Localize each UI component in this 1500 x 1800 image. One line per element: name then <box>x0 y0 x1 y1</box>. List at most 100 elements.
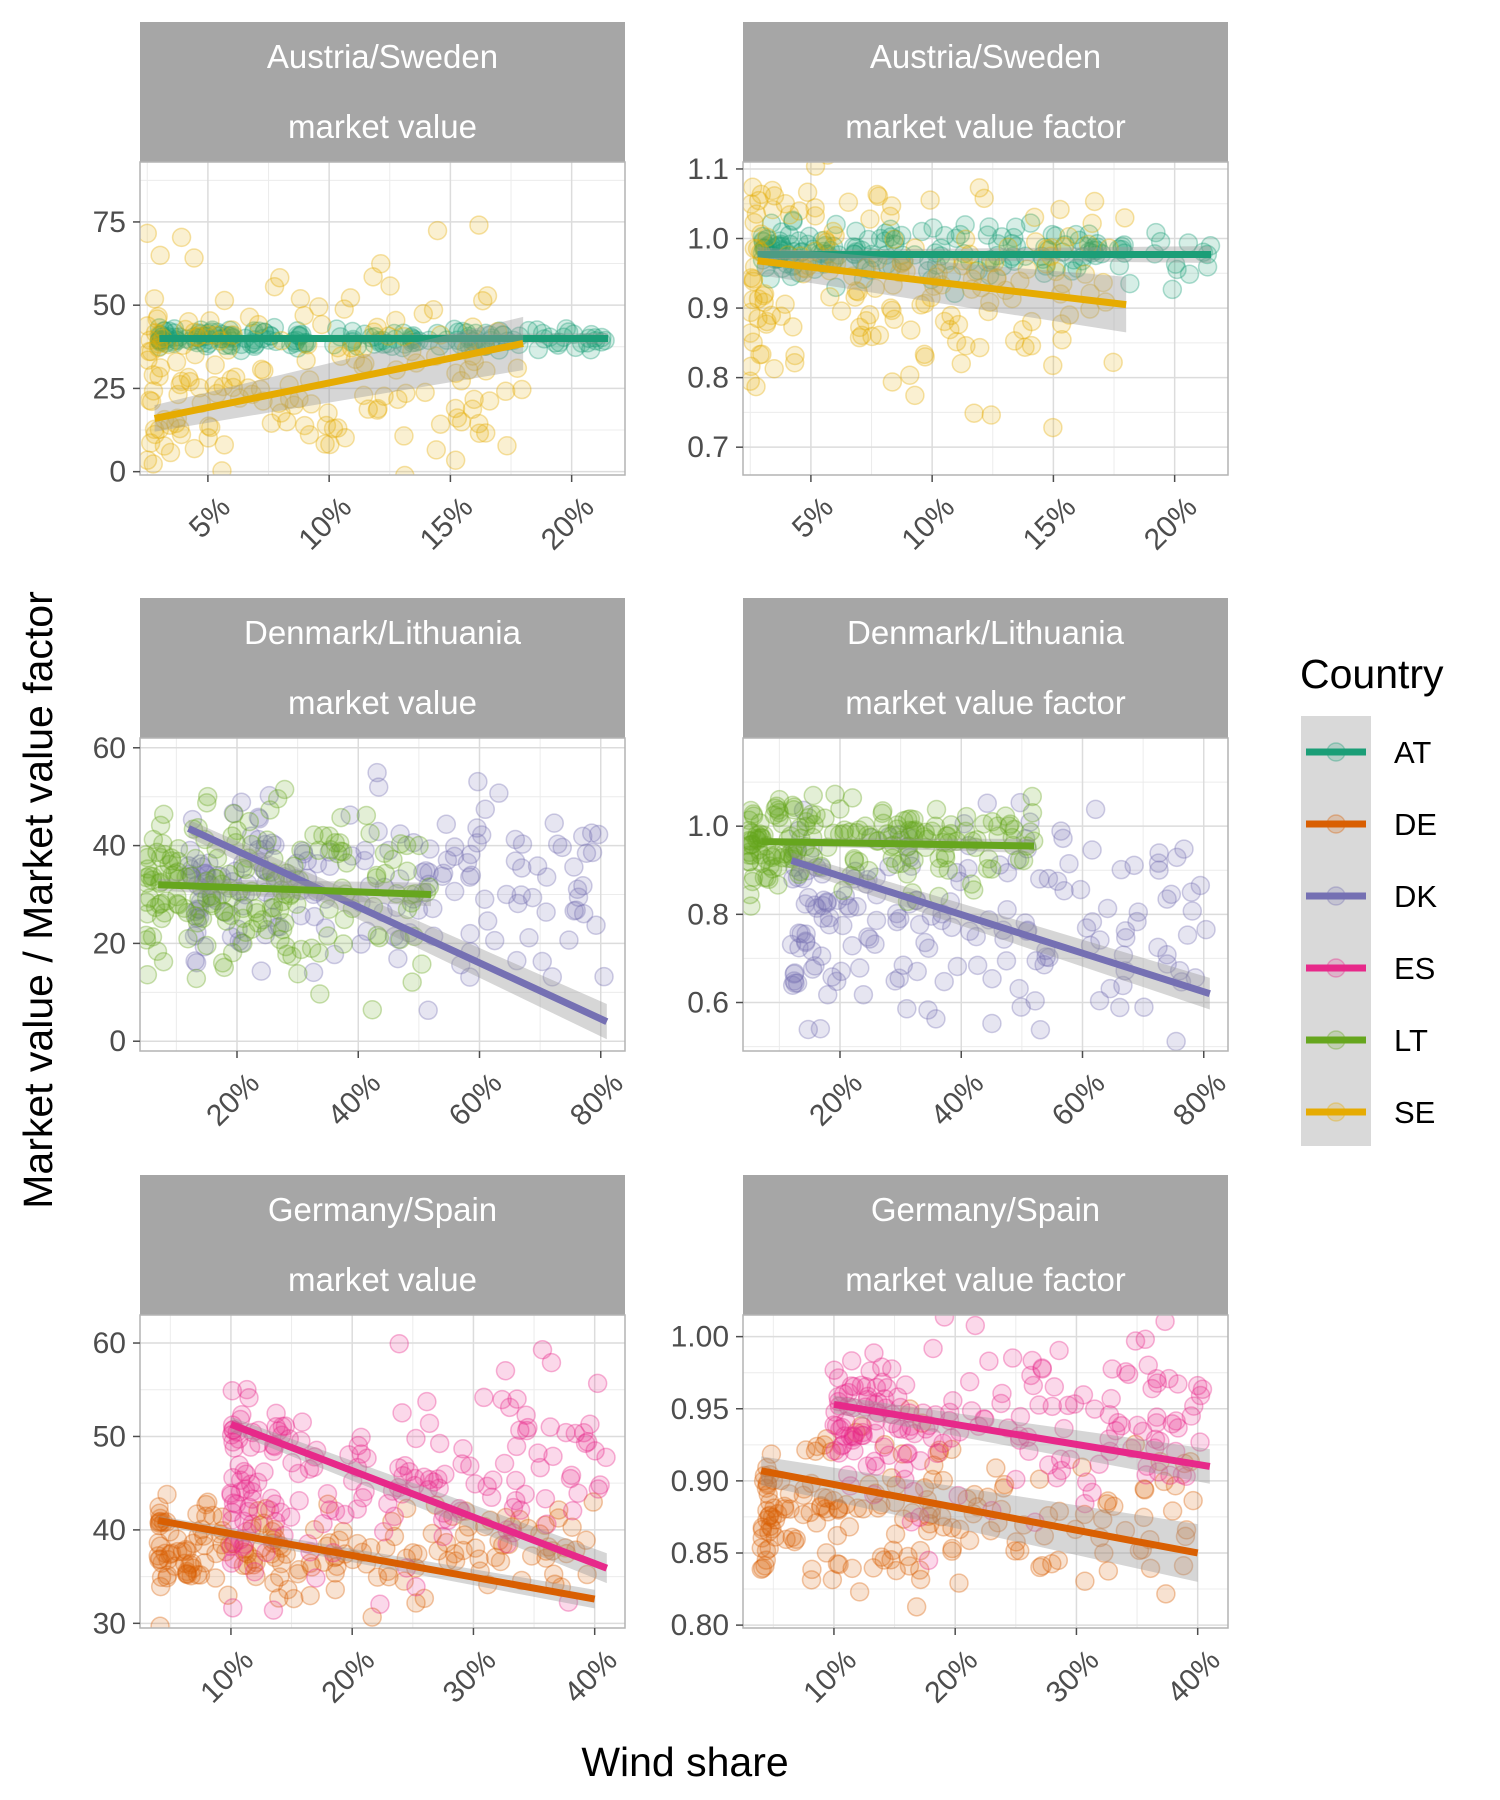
data-point <box>946 331 967 352</box>
data-point <box>429 1433 450 1454</box>
data-point <box>811 1495 831 1516</box>
data-point <box>961 874 982 894</box>
data-point <box>228 919 248 939</box>
data-point <box>587 1373 608 1394</box>
data-point <box>302 1557 322 1577</box>
data-point <box>977 225 998 245</box>
data-point <box>1004 227 1024 248</box>
data-point <box>189 378 210 398</box>
data-point <box>1046 257 1066 277</box>
data-point <box>144 289 165 309</box>
data-point <box>833 880 853 901</box>
data-point <box>201 893 221 914</box>
data-point <box>743 867 764 888</box>
data-point <box>327 1556 347 1577</box>
data-point <box>181 1553 202 1573</box>
data-point <box>1192 1379 1213 1400</box>
data-point <box>351 934 371 954</box>
legend-item-at: AT <box>1306 735 1431 770</box>
data-point <box>294 415 315 436</box>
data-point <box>367 762 387 783</box>
data-point <box>264 276 285 297</box>
data-point <box>866 1377 887 1398</box>
data-point <box>197 786 218 807</box>
data-point <box>918 1000 938 1020</box>
data-point <box>333 842 353 862</box>
data-point <box>518 1417 538 1438</box>
data-point <box>872 803 892 824</box>
data-point <box>959 921 980 942</box>
data-point <box>888 1418 908 1439</box>
data-point <box>223 377 244 398</box>
data-point <box>224 1549 244 1569</box>
data-point <box>887 819 907 839</box>
data-point <box>320 856 340 877</box>
data-point <box>768 875 788 895</box>
data-point <box>875 1434 895 1455</box>
y-tick-label: 0.8 <box>687 362 729 395</box>
data-point <box>426 440 447 460</box>
data-point <box>389 1333 409 1354</box>
data-point <box>882 300 902 321</box>
data-point <box>566 900 586 920</box>
data-point <box>873 813 894 834</box>
data-point <box>817 1488 837 1508</box>
y-tick-label: 75 <box>93 206 126 239</box>
data-point <box>333 934 354 954</box>
data-point <box>234 1461 254 1482</box>
data-point <box>384 1506 405 1527</box>
data-point <box>1047 871 1068 891</box>
data-point <box>1021 335 1042 356</box>
data-point <box>357 1448 377 1469</box>
data-point <box>432 1510 453 1530</box>
data-point <box>922 1428 943 1448</box>
data-point <box>271 1553 292 1574</box>
data-point <box>150 815 171 836</box>
data-point <box>996 951 1017 971</box>
data-point <box>942 1518 962 1538</box>
data-point <box>869 325 890 346</box>
data-point <box>244 1562 265 1582</box>
data-point <box>826 277 846 298</box>
data-point <box>535 1515 555 1536</box>
data-point <box>925 816 946 837</box>
data-point <box>1110 997 1130 1018</box>
data-point <box>380 276 400 296</box>
data-point <box>823 221 843 242</box>
data-point <box>140 904 158 924</box>
data-point <box>445 450 466 470</box>
data-point <box>207 848 228 868</box>
data-point <box>835 1411 856 1432</box>
data-point <box>1022 786 1043 807</box>
data-point <box>207 890 227 911</box>
data-point <box>793 800 814 821</box>
data-point <box>1030 1020 1051 1040</box>
data-point <box>772 847 792 868</box>
data-point <box>187 908 207 928</box>
data-point <box>1134 1480 1155 1500</box>
data-point <box>964 403 984 423</box>
data-point <box>1132 1421 1153 1442</box>
data-point <box>145 897 166 918</box>
legend-item-de: DE <box>1306 807 1437 842</box>
data-point <box>446 363 466 383</box>
data-point <box>347 1499 367 1519</box>
data-point <box>942 1538 963 1559</box>
data-point <box>979 265 1000 285</box>
data-point <box>255 839 275 860</box>
data-point <box>1059 305 1080 325</box>
data-point <box>541 1352 562 1373</box>
data-point <box>389 929 409 950</box>
data-point <box>757 227 777 248</box>
data-point <box>1120 273 1140 294</box>
data-point <box>1026 951 1046 971</box>
data-point <box>288 1563 308 1584</box>
data-point <box>325 833 345 853</box>
data-point <box>588 824 609 845</box>
data-point <box>237 1544 258 1564</box>
data-point <box>413 304 434 324</box>
data-point <box>396 383 416 404</box>
data-point <box>447 408 468 428</box>
data-point <box>519 928 539 948</box>
data-point <box>310 984 330 1004</box>
